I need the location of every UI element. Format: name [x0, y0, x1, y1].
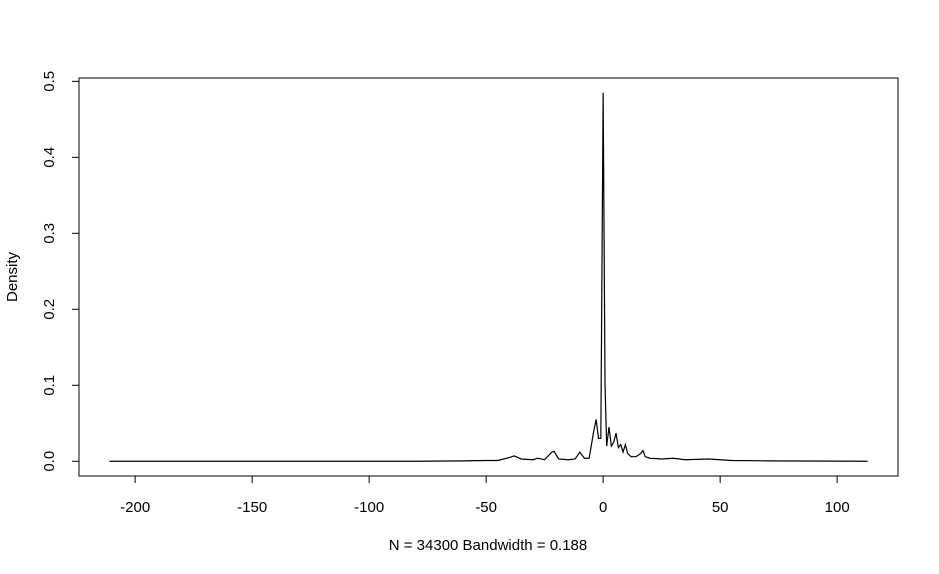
- y-tick-label: 0.2: [41, 299, 58, 320]
- x-tick-label: -150: [237, 499, 267, 516]
- x-tick-label: 50: [712, 499, 729, 516]
- x-tick-label: 100: [825, 499, 850, 516]
- y-tick-label: 0.4: [41, 147, 58, 168]
- x-tick-label: -200: [120, 499, 150, 516]
- x-tick-label: 0: [599, 499, 607, 516]
- y-tick-label: 0.5: [41, 71, 58, 92]
- plot-box: [78, 77, 899, 477]
- density-line: [109, 92, 868, 462]
- x-axis-label: N = 34300 Bandwidth = 0.188: [389, 537, 588, 554]
- y-tick-label: 0.3: [41, 223, 58, 244]
- y-tick-label: 0.1: [41, 375, 58, 396]
- y-tick-label: 0.0: [41, 451, 58, 472]
- x-tick-label: -50: [475, 499, 497, 516]
- y-axis-label: Density: [4, 251, 21, 302]
- x-tick-label: -100: [354, 499, 384, 516]
